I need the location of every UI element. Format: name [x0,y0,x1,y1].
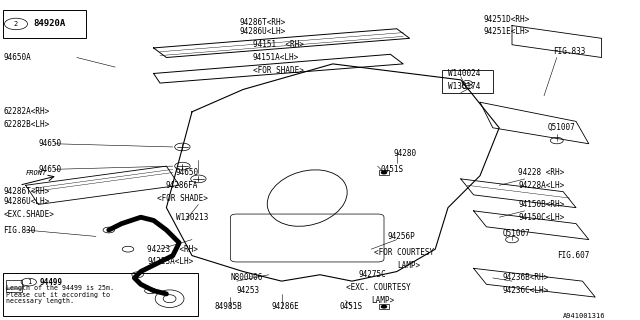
Text: 62282A<RH>: 62282A<RH> [3,107,49,116]
Text: Q51007: Q51007 [502,229,530,238]
Text: <EXC. COURTESY: <EXC. COURTESY [346,283,410,292]
Text: 62282B<LH>: 62282B<LH> [3,120,49,129]
Text: 0451S: 0451S [381,165,404,174]
Text: 94286U<LH>: 94286U<LH> [240,28,286,36]
Text: 94650: 94650 [38,139,61,148]
Text: W130174: W130174 [448,82,481,91]
Text: 84985B: 84985B [214,302,242,311]
Text: <FOR SHADE>: <FOR SHADE> [157,194,207,203]
Text: FIG.830: FIG.830 [3,226,36,235]
Circle shape [381,305,387,308]
Text: 94286U<LH>: 94286U<LH> [3,197,49,206]
Text: Q51007: Q51007 [547,123,575,132]
Text: 94499: 94499 [40,277,63,287]
Text: FIG.833: FIG.833 [554,47,586,56]
Text: 94256P: 94256P [387,232,415,241]
Text: W130213: W130213 [176,213,209,222]
Text: 94251D<RH>: 94251D<RH> [483,15,529,24]
Bar [442,70,493,93]
Text: A941001316: A941001316 [563,313,605,319]
Text: 94286T<RH>: 94286T<RH> [3,187,49,196]
Bar [3,10,86,38]
Text: necessary length.: necessary length. [6,298,74,304]
Text: <FOR COURTESY: <FOR COURTESY [374,248,435,257]
Text: 94650: 94650 [176,168,199,177]
Text: 94251E<LH>: 94251E<LH> [483,28,529,36]
Text: FRONT: FRONT [26,170,47,175]
Text: 0451S: 0451S [339,302,362,311]
Text: W140024: W140024 [448,69,481,78]
Text: 84920A: 84920A [33,20,65,28]
Text: 94286T<RH>: 94286T<RH> [240,18,286,27]
Text: 94223A<LH>: 94223A<LH> [147,258,193,267]
Text: 94280: 94280 [394,149,417,158]
Text: 1: 1 [27,279,31,285]
Text: 94151  <RH>: 94151 <RH> [253,40,303,49]
Text: 94650: 94650 [38,165,61,174]
Text: 94228 <RH>: 94228 <RH> [518,168,564,177]
Text: 94253: 94253 [237,286,260,295]
Text: 94650A: 94650A [3,53,31,62]
Text: 94150C<LH>: 94150C<LH> [518,213,564,222]
Text: <FOR SHADE>: <FOR SHADE> [253,66,303,75]
Text: N800006: N800006 [230,273,263,283]
Circle shape [381,171,387,174]
Text: 94223  <RH>: 94223 <RH> [147,245,198,254]
Text: 94275C: 94275C [358,270,386,279]
Text: 94236C<LH>: 94236C<LH> [502,286,548,295]
Text: LAMP>: LAMP> [371,296,394,305]
Text: Please cut it according to: Please cut it according to [6,292,111,298]
Text: 94236B<RH>: 94236B<RH> [502,273,548,283]
Text: 94151A<LH>: 94151A<LH> [253,53,299,62]
Text: 94150B<RH>: 94150B<RH> [518,200,564,209]
Bar [379,304,389,309]
Text: 94286FA: 94286FA [165,181,198,190]
Text: 94286E: 94286E [272,302,300,311]
Text: Length of the 94499 is 25m.: Length of the 94499 is 25m. [6,285,115,292]
Text: <EXC.SHADE>: <EXC.SHADE> [3,210,54,219]
Text: 94228A<LH>: 94228A<LH> [518,181,564,190]
Bar [6,280,22,292]
Text: 2: 2 [14,21,18,27]
Bar [3,273,198,316]
Text: FIG.607: FIG.607 [557,251,589,260]
Text: LAMP>: LAMP> [397,261,420,270]
Bar [379,170,389,175]
